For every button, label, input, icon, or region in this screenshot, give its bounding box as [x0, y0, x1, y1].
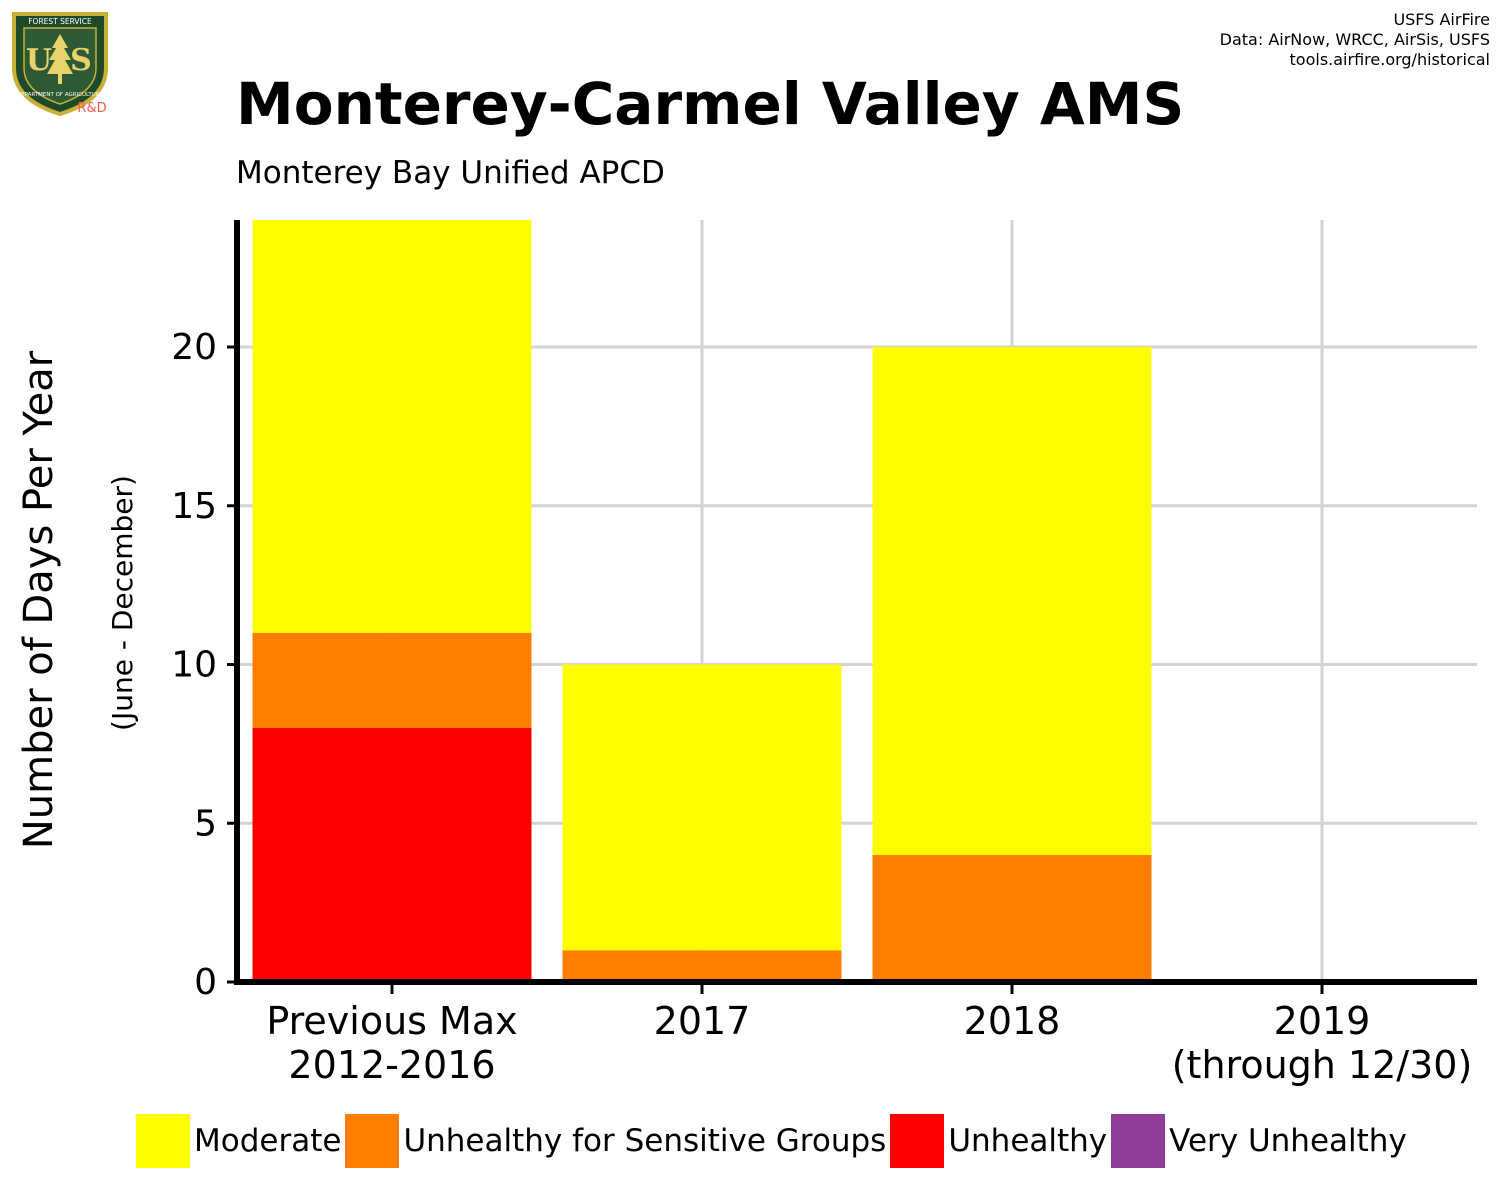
- svg-text:U: U: [26, 43, 52, 78]
- y-axis-sublabel: (June - December): [106, 475, 139, 731]
- bar-segment-unhealthy-for-sensitive-groups: [562, 950, 842, 982]
- svg-text:S: S: [70, 43, 92, 78]
- chart-title: Monterey-Carmel Valley AMS: [236, 70, 1185, 138]
- y-tick-label: 0: [194, 962, 217, 1003]
- bar-segment-moderate: [252, 220, 532, 633]
- chart-subtitle: Monterey Bay Unified APCD: [236, 155, 665, 191]
- legend-item: Very Unhealthy: [1111, 1114, 1407, 1168]
- x-tick-label: 2019: [1274, 999, 1371, 1043]
- logo-badge-text: R&D: [77, 101, 106, 116]
- bar-segment-unhealthy-for-sensitive-groups: [872, 855, 1152, 982]
- y-tick-label: 5: [194, 803, 217, 844]
- credit-line-1: USFS AirFire: [1393, 10, 1490, 29]
- credit-line-2: Data: AirNow, WRCC, AirSis, USFS: [1219, 30, 1490, 49]
- legend-swatch: [890, 1114, 945, 1168]
- legend-swatch: [1111, 1114, 1166, 1168]
- y-tick-label: 10: [171, 645, 217, 686]
- bar-segment-unhealthy-for-sensitive-groups: [252, 632, 532, 728]
- legend-item: Moderate: [136, 1114, 341, 1168]
- credit-line-3: tools.airfire.org/historical: [1289, 50, 1490, 69]
- bar-segment-unhealthy: [252, 728, 532, 982]
- bar-segment-moderate: [562, 664, 842, 951]
- legend-label: Unhealthy for Sensitive Groups: [403, 1123, 887, 1159]
- credits: USFS AirFire Data: AirNow, WRCC, AirSis,…: [1220, 10, 1490, 70]
- logo-top-text: FOREST SERVICE: [28, 17, 92, 26]
- x-tick-label: (through 12/30): [1172, 1043, 1473, 1087]
- forest-service-logo: FOREST SERVICE U S DEPARTMENT OF AGRICUL…: [12, 12, 108, 117]
- y-tick-label: 15: [171, 486, 217, 527]
- x-tick-label: 2012-2016: [288, 1043, 495, 1087]
- y-ticks: 0 5 10 15 20: [171, 327, 237, 1003]
- legend-label: Moderate: [194, 1123, 342, 1159]
- x-tick-label: 2017: [654, 999, 751, 1043]
- bars: [252, 220, 1152, 982]
- bar-segment-moderate: [872, 347, 1152, 855]
- x-tick-label: Previous Max: [266, 999, 517, 1043]
- legend-item: Unhealthy: [890, 1114, 1107, 1168]
- legend-swatch: [345, 1114, 400, 1168]
- logo-bottom-text: DEPARTMENT OF AGRICULTURE: [17, 92, 104, 98]
- y-tick-label: 20: [171, 327, 217, 368]
- x-tick-label: 2018: [964, 999, 1061, 1043]
- y-axis-label: Number of Days Per Year: [16, 350, 62, 849]
- legend-label: Very Unhealthy: [1169, 1123, 1407, 1159]
- legend-swatch: [136, 1114, 190, 1168]
- legend: Moderate Unhealthy for Sensitive Groups Un…: [136, 1114, 1411, 1168]
- legend-item: Unhealthy for Sensitive Groups: [345, 1114, 886, 1168]
- legend-label: Unhealthy: [948, 1123, 1108, 1159]
